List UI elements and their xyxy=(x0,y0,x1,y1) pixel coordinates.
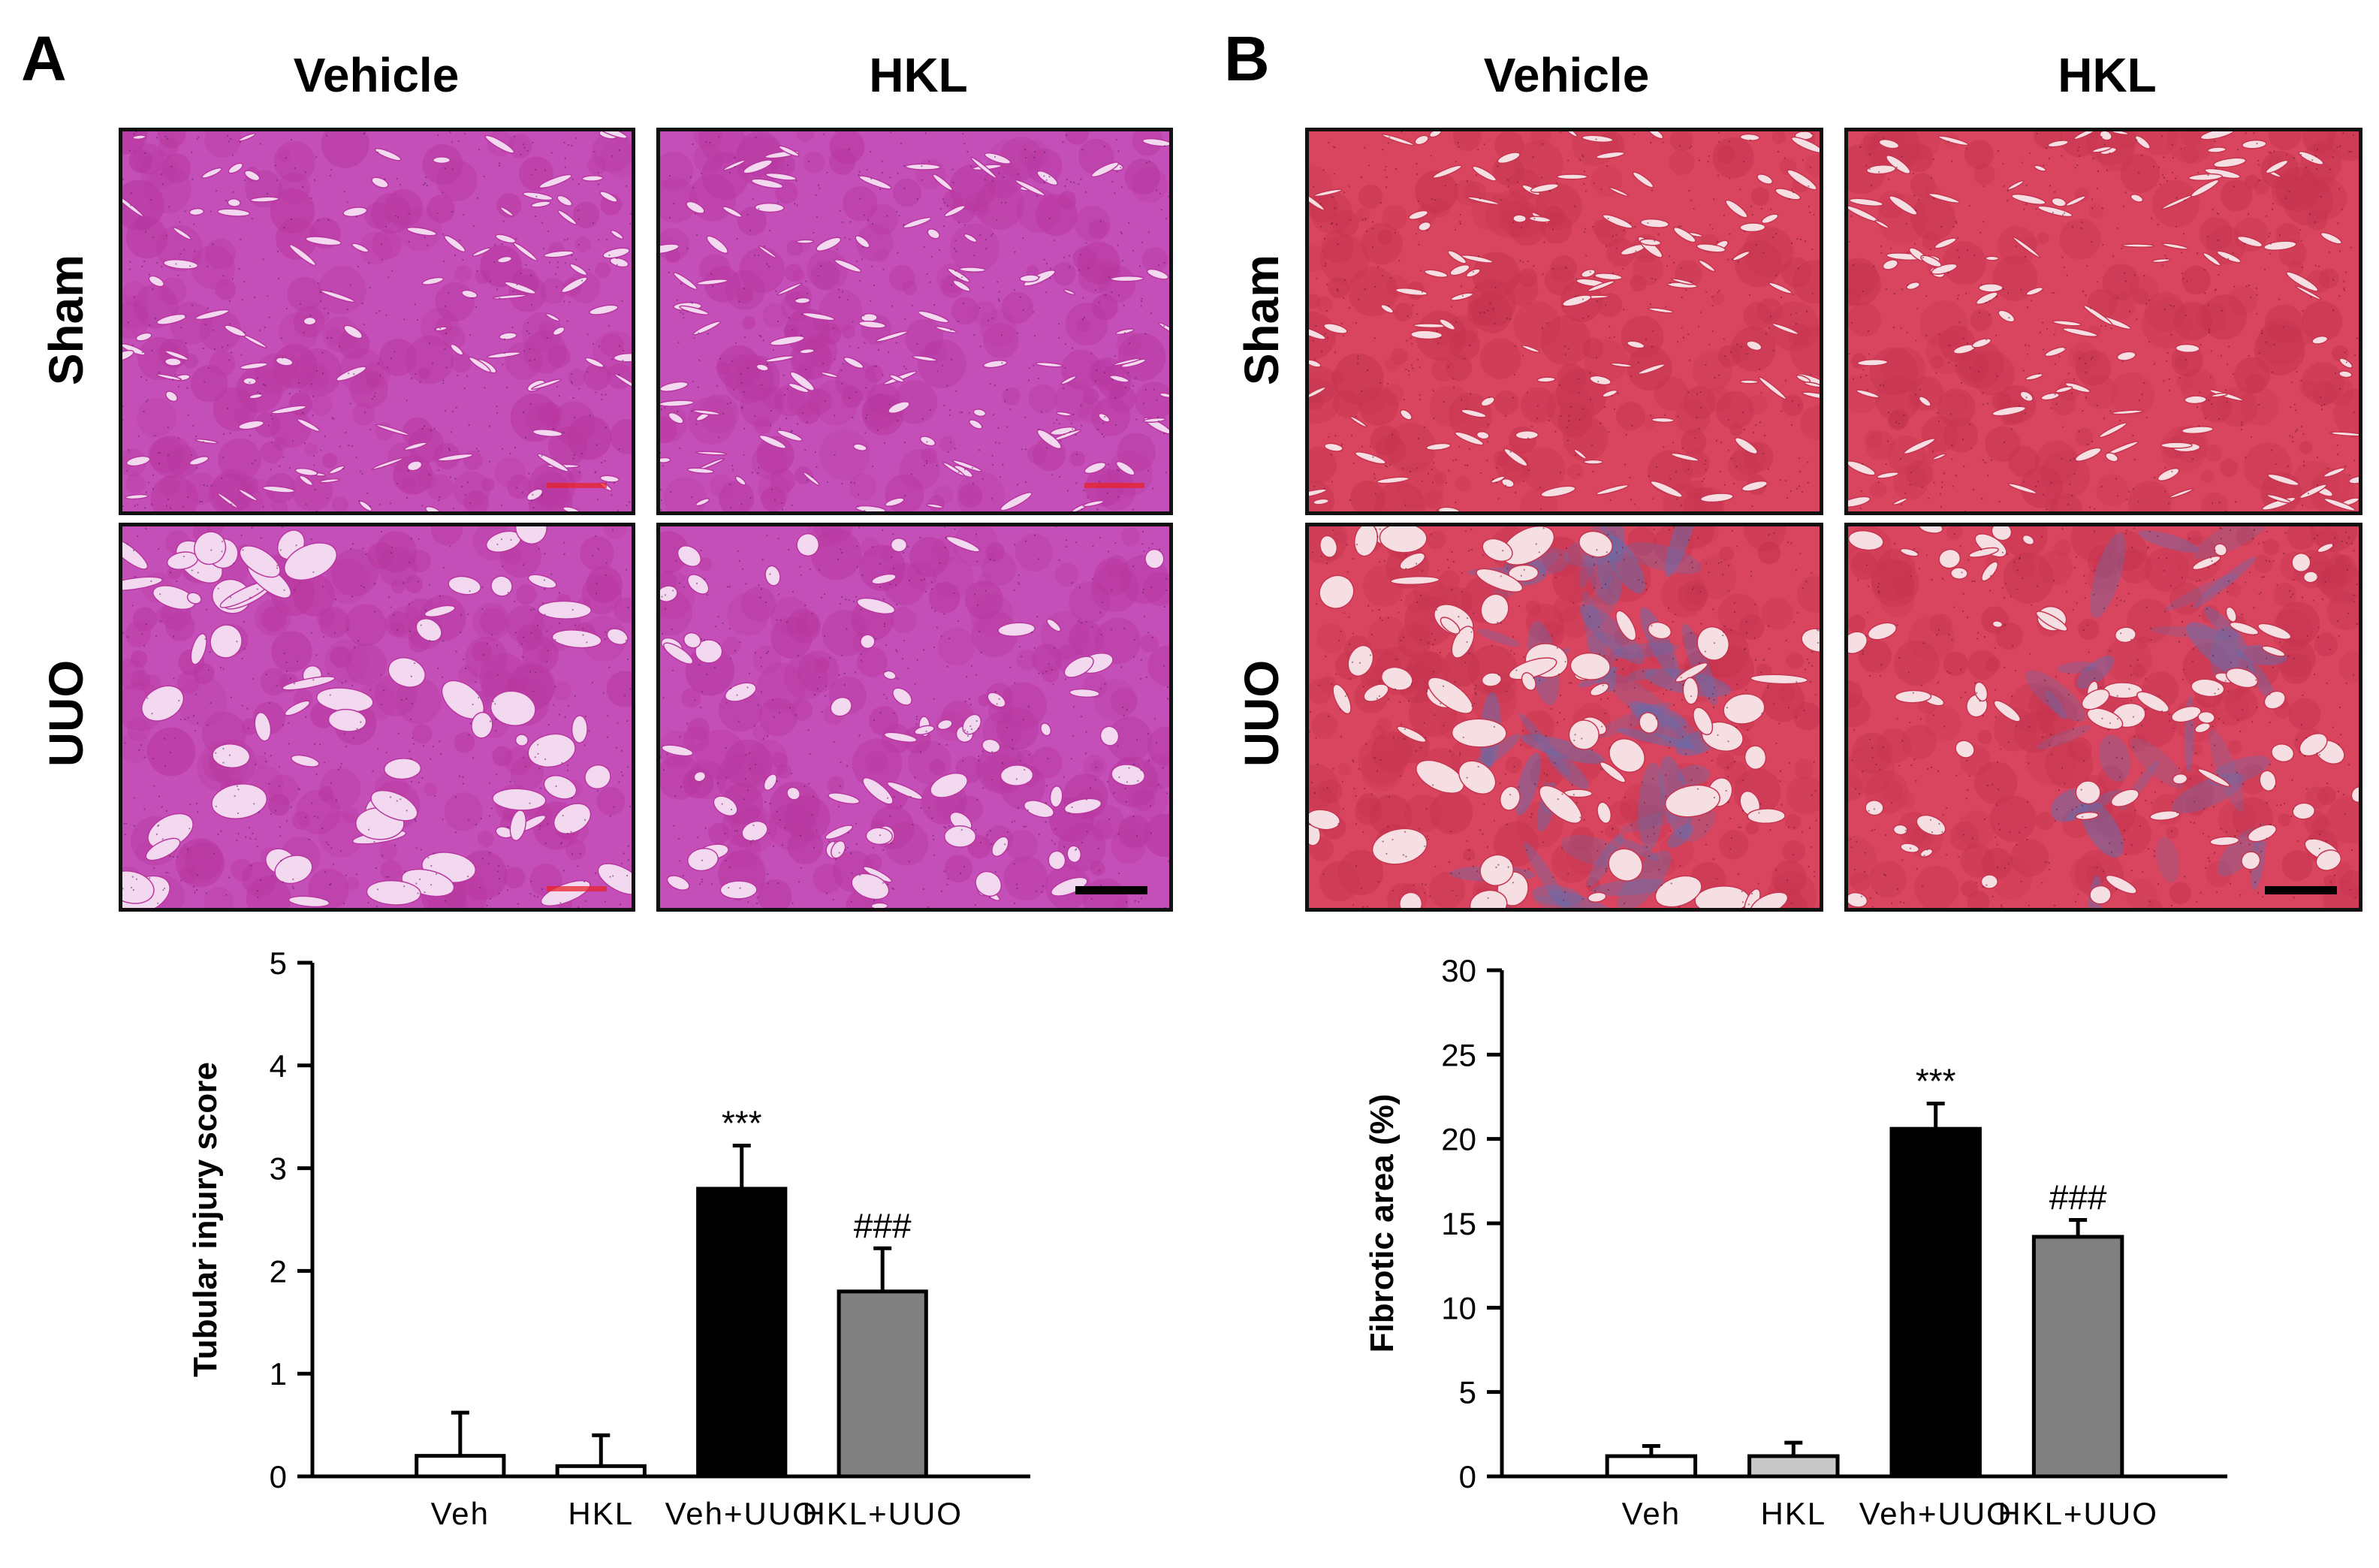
x-tick-label: Veh+UUO xyxy=(1859,1496,2013,1531)
scale-bar-faint xyxy=(547,483,607,488)
chart-body: 0 1 2 3 4 5 Tubular injury score Veh HKL Veh+UUO *… xyxy=(187,945,1030,1531)
bar xyxy=(1747,1454,1840,1479)
tissue-texture xyxy=(660,131,1169,511)
bar xyxy=(696,1187,788,1479)
tissue-texture xyxy=(1848,131,2359,511)
bar xyxy=(1605,1454,1698,1479)
micrograph-a-vehicle-sham xyxy=(119,128,635,515)
x-tick-label: HKL+UUO xyxy=(1998,1496,2158,1531)
micrograph-a-hkl-sham xyxy=(656,128,1173,515)
y-axis-label: Tubular injury score xyxy=(187,1062,224,1377)
x-tick-label: HKL xyxy=(1760,1496,1826,1531)
bar xyxy=(555,1464,647,1479)
micrograph-a-vehicle-uuo xyxy=(119,523,635,912)
significance-label: ### xyxy=(854,1206,912,1245)
bar xyxy=(2031,1235,2124,1479)
significance-label: *** xyxy=(1916,1061,1956,1100)
tissue-texture xyxy=(122,526,632,908)
y-axis-label: Fibrotic area (%) xyxy=(1364,1094,1401,1353)
y-tick-label: 0 xyxy=(1459,1459,1476,1494)
panel-a-col-vehicle: Vehicle xyxy=(293,48,460,102)
x-tick-label: Veh xyxy=(1622,1496,1681,1531)
tissue-texture xyxy=(1309,131,1820,511)
panel-letter-a: A xyxy=(21,23,67,94)
scale-bar-faint xyxy=(1084,483,1144,488)
y-tick-label: 10 xyxy=(1441,1290,1476,1325)
x-tick-label: HKL xyxy=(568,1496,634,1531)
panel-b-col-hkl: HKL xyxy=(2058,48,2157,102)
y-tick-label: 3 xyxy=(270,1151,287,1187)
micrograph-b-vehicle-uuo xyxy=(1305,523,1823,912)
y-tick-label: 25 xyxy=(1441,1037,1476,1072)
tissue-texture xyxy=(1848,526,2359,908)
scale-bar-faint xyxy=(547,886,607,891)
y-tick-label: 30 xyxy=(1441,953,1476,988)
y-tick-label: 2 xyxy=(270,1253,287,1289)
bar xyxy=(837,1289,928,1479)
scale-bar xyxy=(2265,886,2337,894)
y-tick-label: 0 xyxy=(270,1459,287,1494)
micrograph-b-vehicle-sham xyxy=(1305,128,1823,515)
panel-b-col-vehicle: Vehicle xyxy=(1483,48,1650,102)
x-tick-label: Veh xyxy=(431,1496,490,1531)
tissue-texture xyxy=(660,526,1169,908)
y-tick-label: 1 xyxy=(270,1356,287,1392)
significance-label: ### xyxy=(2049,1178,2107,1217)
micrograph-a-hkl-uuo xyxy=(656,523,1173,912)
significance-label: *** xyxy=(722,1104,762,1143)
panel-letter-b: B xyxy=(1224,23,1270,94)
bar xyxy=(415,1454,506,1479)
y-tick-label: 4 xyxy=(270,1048,287,1084)
tissue-texture xyxy=(122,131,632,511)
y-tick-label: 20 xyxy=(1441,1122,1476,1157)
bar xyxy=(1889,1126,1982,1479)
micrograph-b-hkl-sham xyxy=(1844,128,2362,515)
y-tick-label: 15 xyxy=(1441,1206,1476,1241)
micrograph-b-hkl-uuo xyxy=(1844,523,2362,912)
panel-a-col-hkl: HKL xyxy=(869,48,968,102)
tissue-texture xyxy=(1309,526,1820,908)
x-tick-label: HKL+UUO xyxy=(802,1496,963,1531)
scale-bar xyxy=(1075,886,1147,894)
chart-body: 0 5 10 15 20 25 30 Fibrotic area (%) Veh HKL Veh+U… xyxy=(1364,953,2227,1531)
y-tick-label: 5 xyxy=(1459,1375,1476,1410)
x-tick-label: Veh+UUO xyxy=(665,1496,819,1531)
y-tick-label: 5 xyxy=(270,945,287,981)
